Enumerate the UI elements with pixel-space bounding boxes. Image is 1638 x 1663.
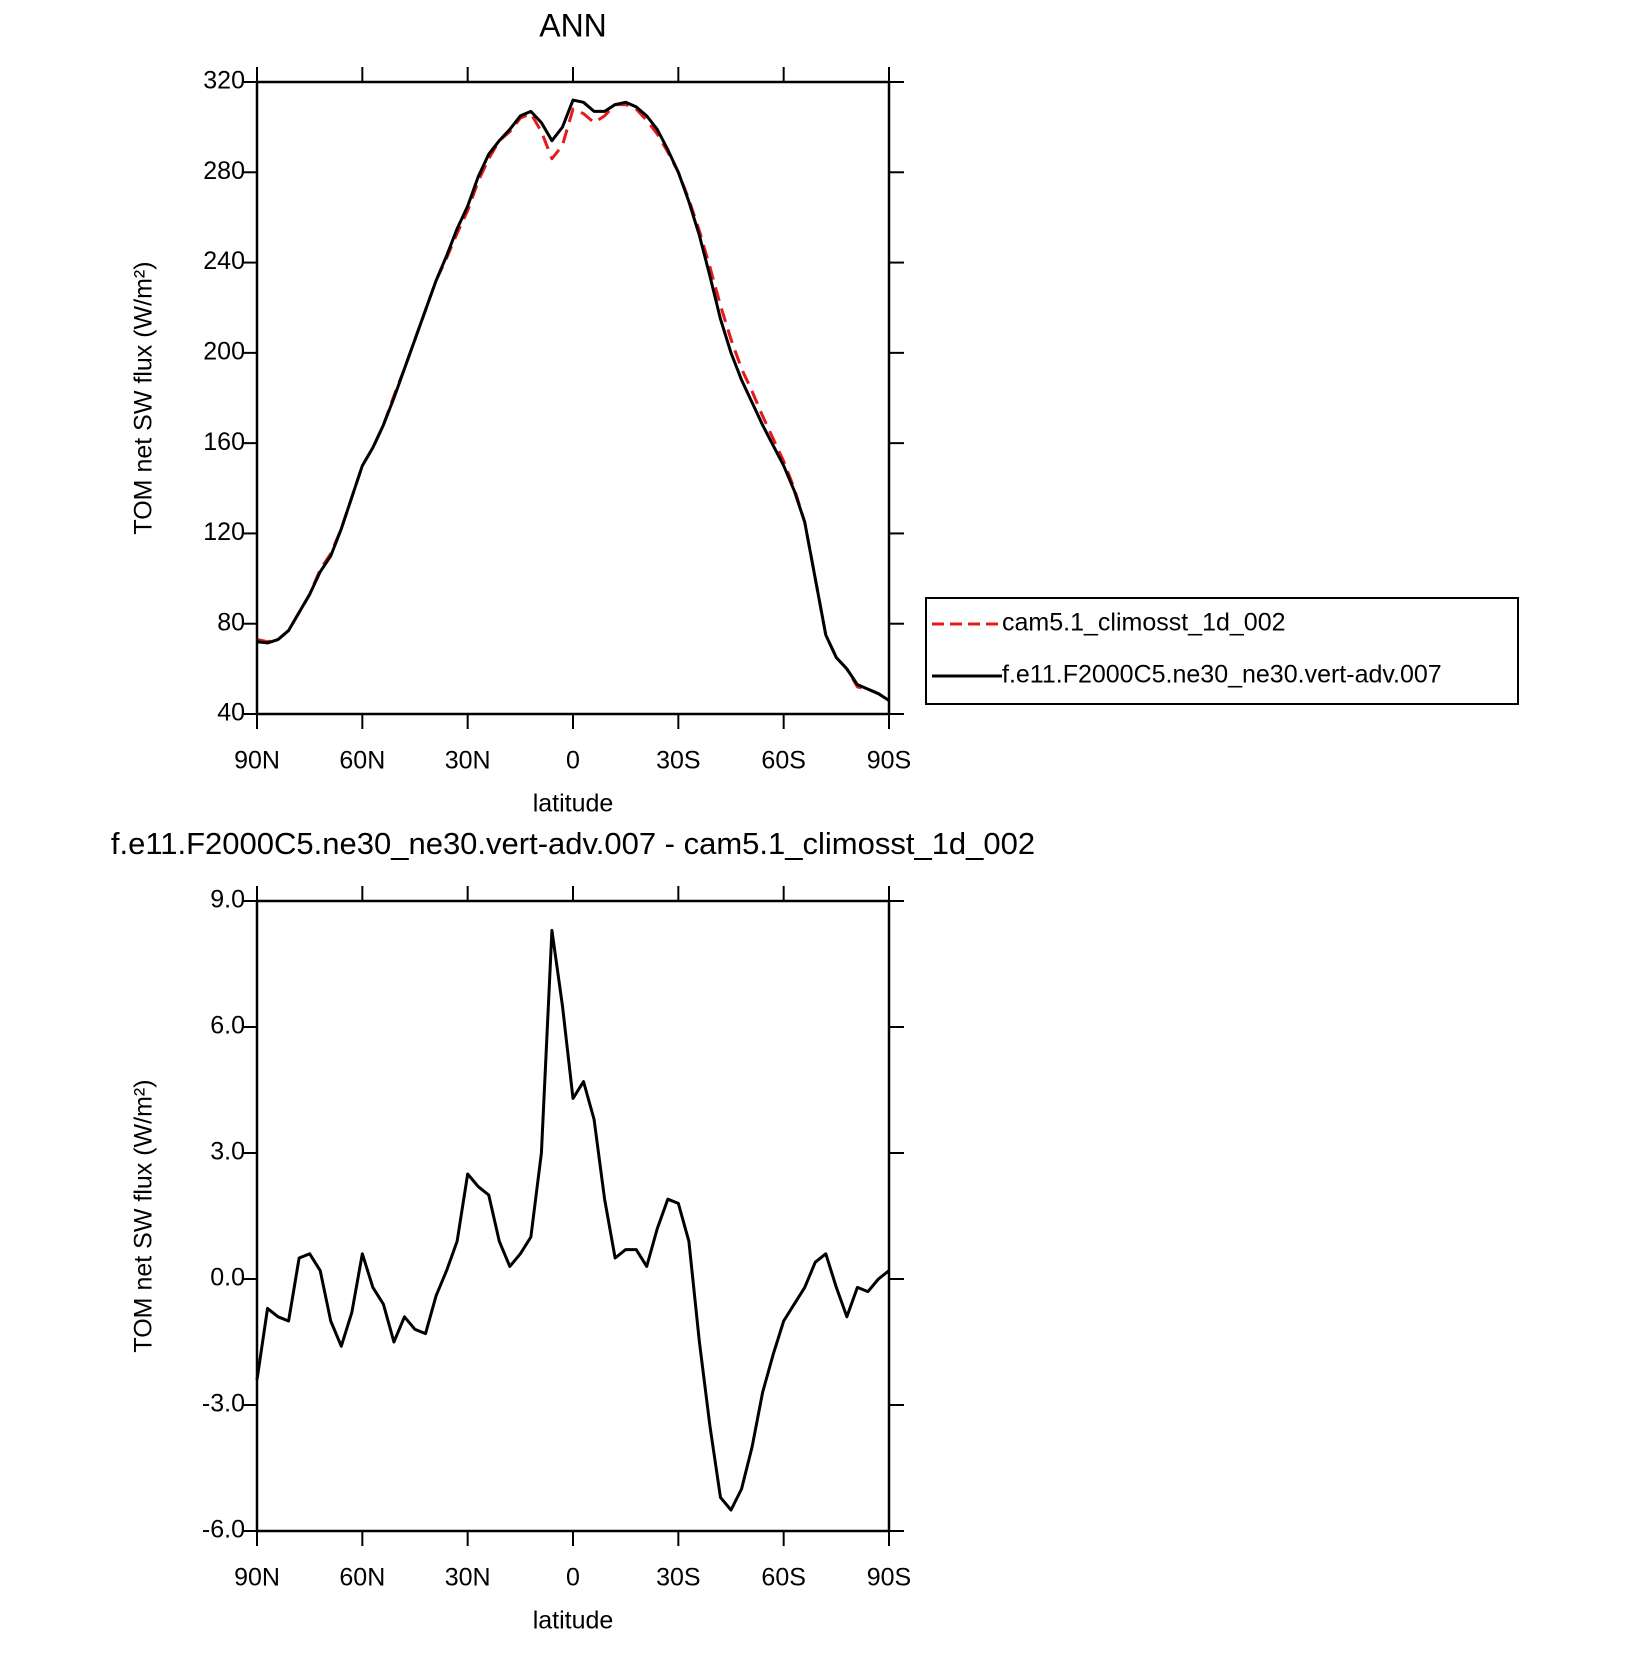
- y-tick-label: 240: [203, 247, 245, 275]
- x-tick-label: 60N: [339, 747, 385, 775]
- x-tick-label: 0: [566, 747, 580, 775]
- x-tick-label: 30N: [445, 1564, 491, 1592]
- y-tick-label: 3.0: [210, 1138, 245, 1166]
- y-tick-label: 320: [203, 67, 245, 95]
- legend-label: cam5.1_climosst_1d_002: [1002, 609, 1286, 637]
- y-tick-label: 80: [217, 608, 245, 636]
- x-tick-label: 30N: [445, 747, 491, 775]
- y-tick-label: 40: [217, 699, 245, 727]
- data-line: [255, 928, 890, 1512]
- x-tick-label: 30S: [656, 1564, 700, 1592]
- x-tick-label: 60S: [761, 747, 805, 775]
- chart-title: ANN: [539, 7, 607, 43]
- x-axis-label: latitude: [533, 790, 614, 818]
- x-tick-label: 60S: [761, 1564, 805, 1592]
- plot-frame: [255, 899, 891, 1533]
- y-tick-label: 6.0: [210, 1012, 245, 1040]
- data-line: [256, 98, 890, 702]
- y-tick-label: 200: [203, 337, 245, 365]
- x-tick-label: 30S: [656, 747, 700, 775]
- y-tick-label: -3.0: [202, 1390, 245, 1418]
- data-line: [256, 103, 890, 702]
- legend-box: [925, 597, 1519, 705]
- x-tick-label: 90N: [234, 1564, 280, 1592]
- x-tick-label: 60N: [339, 1564, 385, 1592]
- plot-frame: [255, 80, 891, 716]
- chart-title: f.e11.F2000C5.ne30_ne30.vert-adv.007 - c…: [111, 826, 1035, 861]
- y-tick-label: 0.0: [210, 1264, 245, 1292]
- x-tick-label: 90N: [234, 747, 280, 775]
- x-tick-label: 90S: [867, 1564, 911, 1592]
- y-axis-label: TOM net SW flux (W/m²): [130, 261, 158, 534]
- x-axis-label: latitude: [533, 1607, 614, 1635]
- y-tick-label: -6.0: [202, 1516, 245, 1544]
- y-tick-label: 160: [203, 428, 245, 456]
- legend-label: f.e11.F2000C5.ne30_ne30.vert-adv.007: [1002, 661, 1442, 689]
- x-tick-label: 90S: [867, 747, 911, 775]
- y-tick-label: 280: [203, 157, 245, 185]
- y-tick-label: 120: [203, 518, 245, 546]
- x-tick-label: 0: [566, 1564, 580, 1592]
- y-tick-label: 9.0: [210, 886, 245, 914]
- y-axis-label: TOM net SW flux (W/m²): [130, 1079, 158, 1352]
